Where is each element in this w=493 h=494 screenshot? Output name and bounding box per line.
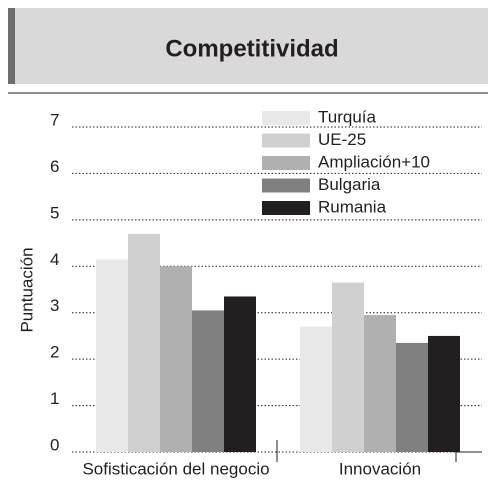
bar [396, 342, 428, 452]
chart-title: Competitividad [165, 35, 338, 62]
legend-swatch [262, 156, 310, 170]
legend-label: UE-25 [318, 130, 366, 149]
legend-swatch [262, 178, 310, 193]
bar [224, 296, 256, 452]
y-tick-label: 5 [50, 203, 59, 222]
legend-label: Bulgaria [318, 175, 381, 194]
bar [96, 259, 128, 452]
x-tick-label: Innovación [339, 459, 421, 478]
bar [428, 335, 460, 452]
header-accent [8, 8, 15, 84]
y-axis-label: Puntuación [17, 247, 36, 332]
legend-label: Ampliación+10 [318, 152, 430, 171]
legend-label: Turquía [318, 107, 377, 126]
legend-label: Rumania [318, 197, 387, 216]
legend-swatch [262, 201, 310, 215]
y-tick-label: 6 [50, 157, 59, 176]
bar [364, 315, 396, 452]
bar [332, 282, 364, 452]
bar [128, 233, 160, 452]
y-tick-label: 4 [50, 250, 59, 269]
bar [192, 310, 224, 452]
bar [300, 326, 332, 452]
y-tick-label: 3 [50, 296, 59, 315]
bar [160, 266, 192, 452]
legend-swatch [262, 111, 310, 125]
y-tick-label: 7 [50, 110, 59, 129]
y-tick-label: 0 [50, 435, 59, 454]
y-tick-label: 2 [50, 343, 59, 362]
header-box [8, 8, 488, 84]
legend-swatch [262, 133, 310, 148]
x-tick-label: Sofisticación del negocio [82, 459, 269, 478]
y-tick-label: 1 [50, 389, 59, 408]
